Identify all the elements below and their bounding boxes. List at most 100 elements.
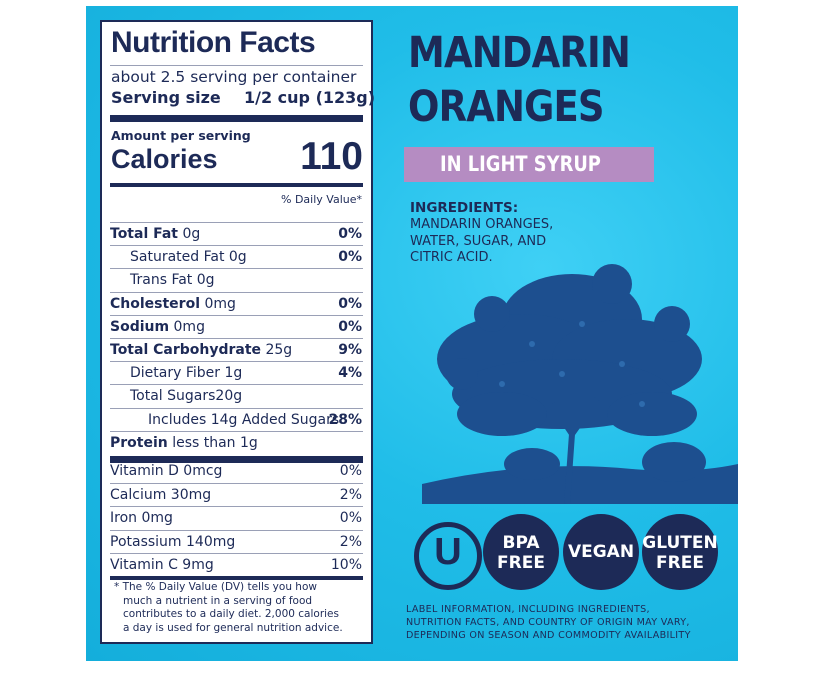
disclaimer-line: NUTRITION FACTS, AND COUNTRY OF ORIGIN M… — [406, 617, 690, 628]
vitamin-row: Iron 0mg 0% — [110, 506, 363, 530]
nutrient-label: Total Carbohydrate 25g — [110, 342, 292, 358]
vitamin-row: Calcium 30mg 2% — [110, 483, 363, 507]
nutrient-label: Saturated Fat 0g — [130, 249, 247, 265]
nutrient-name-bold: Cholesterol — [110, 295, 200, 312]
bpa-free-badge: BPA FREE — [483, 514, 559, 590]
vitamin-daily-value: 2% — [339, 487, 362, 504]
nutrient-label: Total Sugars20g — [130, 388, 242, 404]
footnote-line: much a nutrient in a serving of food — [123, 594, 313, 607]
disclaimer-line: DEPENDING ON SEASON AND COMMODITY AVAILA… — [406, 630, 691, 641]
footnote-line: * The % Daily Value (DV) tells you how — [114, 581, 317, 593]
ingredients-line: CITRIC ACID. — [410, 250, 493, 265]
nutrient-row: Dietary Fiber 1g 4% — [110, 361, 363, 385]
vitamin-row: Vitamin C 9mg 10% — [110, 552, 363, 577]
vitamin-row: Potassium 140mg 2% — [110, 529, 363, 554]
vitamin-label: Calcium 30mg — [110, 487, 212, 504]
badge-text: FREE — [656, 553, 704, 573]
nutrient-daily-value: 28% — [328, 411, 362, 428]
product-label-image: Nutrition Facts about 2.5 serving per co… — [86, 6, 738, 661]
nutrient-amount: 0g — [178, 226, 201, 242]
medium-divider — [110, 183, 363, 187]
vitamin-daily-value: 2% — [339, 533, 362, 550]
nutrient-name-bold: Total Fat — [110, 226, 179, 242]
kosher-icon: U — [414, 522, 482, 590]
fruit-dots — [499, 321, 645, 407]
daily-value-footnote: * The % Daily Value (DV) tells you how m… — [114, 581, 363, 635]
nutrition-facts-panel: Nutrition Facts about 2.5 serving per co… — [100, 20, 375, 644]
thick-divider — [110, 456, 363, 463]
gluten-free-badge: GLUTEN FREE — [642, 514, 718, 590]
ingredients-line: WATER, SUGAR, AND — [410, 233, 547, 249]
calories-value: 110 — [300, 135, 363, 178]
ingredients-heading: INGREDIENTS: — [410, 200, 519, 216]
thick-divider — [110, 115, 363, 122]
nutrient-amount: 0mg — [169, 318, 205, 335]
serving-size: Serving size 1/2 cup (123g) — [111, 88, 375, 107]
nutrient-label: Trans Fat 0g — [130, 272, 215, 288]
syrup-subtitle: IN LIGHT SYRUP — [440, 152, 601, 176]
badge-text: GLUTEN — [642, 533, 718, 553]
tree-canopy — [437, 264, 702, 436]
syrup-banner: IN LIGHT SYRUP — [404, 147, 654, 182]
amount-per-serving: Amount per serving — [111, 128, 251, 143]
nutrient-label: Dietary Fiber 1g — [130, 365, 242, 381]
nutrient-row: Trans Fat 0g — [110, 268, 363, 292]
nutrient-label: Cholesterol 0mg — [110, 296, 236, 312]
ingredients-line: MANDARIN ORANGES, — [410, 217, 554, 232]
nutrient-label: Protein less than 1g — [110, 435, 258, 451]
badge-text: VEGAN — [567, 542, 635, 562]
badge-text: FREE — [497, 553, 545, 573]
mandarin-tree-illustration — [422, 264, 738, 504]
nutrient-row: Total Sugars20g — [110, 384, 363, 408]
nutrient-row: Saturated Fat 0g 0% — [110, 245, 363, 269]
disclaimer-line: LABEL INFORMATION, INCLUDING INGREDIENTS… — [406, 604, 650, 615]
ingredients-list: MANDARIN ORANGES, WATER, SUGAR, AND CITR… — [410, 217, 553, 267]
nutrient-label: Sodium 0mg — [110, 319, 205, 335]
servings-per-container: about 2.5 serving per container — [111, 68, 357, 86]
small-tree-right — [642, 442, 706, 497]
nutrient-label: Includes 14g Added Sugars — [148, 412, 339, 428]
nutrient-row: Sodium 0mg 0% — [110, 314, 363, 339]
product-title-line1: MANDARIN — [408, 28, 631, 78]
nutrient-daily-value: 0% — [338, 295, 362, 312]
nutrient-daily-value: 0% — [338, 318, 362, 335]
nutrient-amount: Total Sugars20g — [130, 388, 243, 405]
nutrient-name-bold: Sodium — [110, 318, 170, 335]
vitamin-daily-value: 0% — [339, 463, 362, 479]
nutrient-name-bold: Protein — [110, 434, 168, 451]
medium-divider — [110, 576, 363, 580]
nutrient-name-bold: Total Carbohydrate — [110, 342, 262, 358]
nutrient-amount: Trans Fat 0g — [130, 272, 215, 289]
nutrient-amount: Includes 14g Added Sugars — [148, 411, 340, 428]
vitamin-row: Vitamin D 0mcg 0% — [110, 460, 363, 483]
nutrient-row: Includes 14g Added Sugars 28% — [110, 407, 363, 432]
small-tree-left — [504, 448, 560, 494]
nutrient-row: Protein less than 1g — [110, 430, 363, 455]
nutrient-amount: 0mg — [200, 295, 236, 312]
divider — [110, 65, 363, 66]
label-disclaimer: LABEL INFORMATION, INCLUDING INGREDIENTS… — [406, 603, 691, 642]
nutrient-daily-value: 0% — [338, 226, 362, 242]
vitamin-label: Iron 0mg — [110, 510, 173, 527]
nutrient-row: Total Fat 0g 0% — [110, 222, 363, 246]
nutrient-daily-value: 0% — [338, 249, 362, 266]
nutrient-row: Total Carbohydrate 25g 9% — [110, 338, 363, 362]
product-title-line2: ORANGES — [408, 82, 605, 132]
vitamin-daily-value: 0% — [339, 510, 362, 527]
nutrient-amount: Dietary Fiber 1g — [130, 365, 243, 382]
vitamin-label: Vitamin C 9mg — [110, 556, 214, 573]
vitamin-label: Potassium 140mg — [110, 533, 236, 550]
kosher-symbol: U — [434, 531, 462, 573]
calories-label: Calories — [111, 144, 218, 174]
nutrient-amount: Saturated Fat 0g — [130, 249, 247, 266]
vegan-badge: VEGAN — [563, 514, 639, 590]
daily-value-header: % Daily Value* — [281, 193, 362, 206]
nutrient-label: Total Fat 0g — [110, 226, 200, 242]
nutrient-row: Cholesterol 0mg 0% — [110, 291, 363, 316]
nutrient-daily-value: 9% — [338, 342, 362, 358]
nutrient-amount: less than 1g — [167, 434, 258, 451]
footnote-line: a day is used for general nutrition advi… — [123, 621, 343, 634]
vitamin-label: Vitamin D 0mcg — [110, 463, 223, 479]
nutrient-daily-value: 4% — [338, 365, 362, 382]
nutrient-amount: 25g — [261, 342, 293, 358]
